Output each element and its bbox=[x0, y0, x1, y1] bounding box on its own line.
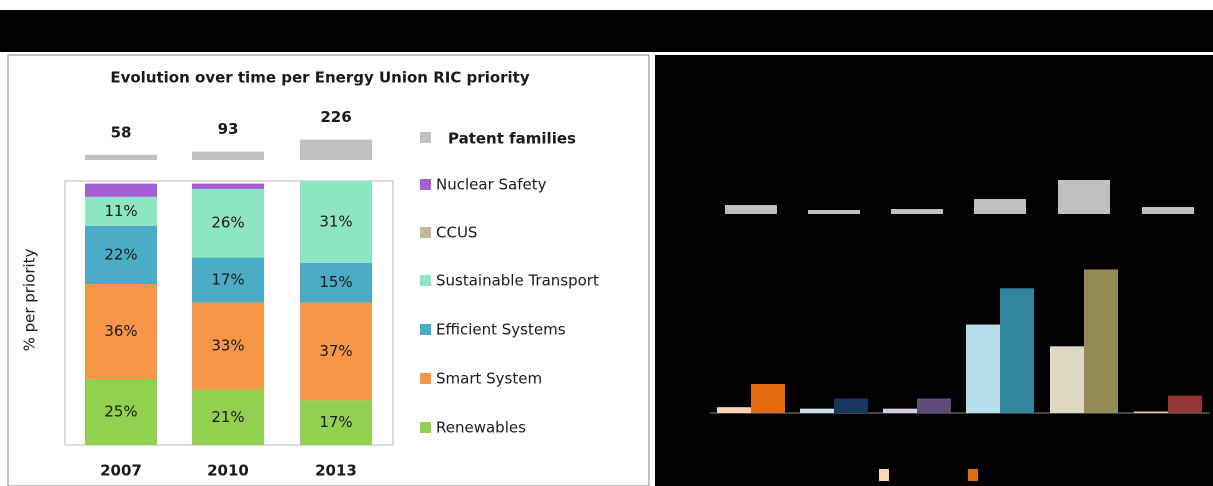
bar bbox=[1134, 411, 1168, 413]
legend-swatch bbox=[420, 422, 431, 433]
x-tick-label: 2013 bbox=[315, 462, 357, 480]
bar bbox=[883, 408, 917, 413]
legend-swatch bbox=[420, 275, 431, 286]
legend-label: Nuclear Safety bbox=[436, 176, 547, 194]
patent-bar bbox=[85, 154, 157, 160]
bar bbox=[1050, 346, 1084, 413]
legend-label: Efficient Systems bbox=[436, 321, 566, 339]
value-label: 26% bbox=[211, 214, 244, 232]
bar bbox=[751, 384, 785, 413]
patent-bar bbox=[725, 205, 777, 214]
bar-segment bbox=[192, 257, 264, 303]
bar-segment bbox=[192, 302, 264, 390]
bar-segment bbox=[300, 181, 372, 263]
legend-swatch bbox=[420, 373, 431, 384]
bar bbox=[1084, 269, 1118, 413]
bar-segment bbox=[192, 188, 264, 258]
value-label: 17% bbox=[319, 413, 352, 431]
patent-bar bbox=[808, 210, 860, 214]
bar-segment bbox=[300, 400, 372, 445]
value-label: 11% bbox=[104, 202, 137, 220]
bar bbox=[966, 324, 1000, 413]
patent-bar bbox=[974, 199, 1026, 214]
legend-label: Patent families bbox=[448, 130, 576, 148]
patent-label: 58 bbox=[111, 123, 132, 141]
legend-swatch bbox=[420, 132, 431, 143]
patent-label: 226 bbox=[320, 108, 351, 126]
legend-swatch bbox=[879, 469, 889, 481]
chart-title: Evolution over time per Energy Union RIC… bbox=[110, 69, 530, 87]
legend-label: Smart System bbox=[436, 370, 542, 388]
value-label: 22% bbox=[104, 245, 137, 263]
value-label: 21% bbox=[211, 408, 244, 426]
patent-label: 93 bbox=[218, 120, 239, 138]
bar-segment bbox=[85, 196, 157, 226]
legend-swatch bbox=[420, 179, 431, 190]
value-label: 25% bbox=[104, 403, 137, 421]
right-panel bbox=[655, 55, 1213, 486]
value-label: 37% bbox=[319, 342, 352, 360]
patent-bar bbox=[192, 151, 264, 160]
legend-swatch bbox=[968, 469, 978, 481]
bar bbox=[800, 408, 834, 413]
legend-label: CCUS bbox=[436, 224, 477, 242]
bar-segment bbox=[192, 183, 264, 189]
legend-swatch bbox=[420, 227, 431, 238]
bar-segment bbox=[300, 302, 372, 401]
x-tick-label: 2010 bbox=[207, 462, 249, 480]
value-label: 15% bbox=[319, 273, 352, 291]
bar bbox=[1168, 395, 1202, 413]
bar bbox=[917, 398, 951, 413]
value-label: 31% bbox=[319, 212, 352, 230]
legend-label: Renewables bbox=[436, 419, 526, 437]
bar bbox=[834, 398, 868, 413]
patent-bar bbox=[1058, 180, 1110, 214]
x-tick-label: 2007 bbox=[100, 462, 142, 480]
bar-segment bbox=[85, 283, 157, 379]
bar bbox=[717, 407, 751, 413]
bar bbox=[1000, 288, 1034, 413]
y-axis-label: % per priority bbox=[21, 248, 39, 351]
bar-segment bbox=[85, 379, 157, 445]
legend-swatch bbox=[420, 324, 431, 335]
value-label: 33% bbox=[211, 337, 244, 355]
bar-segment bbox=[85, 225, 157, 284]
value-label: 17% bbox=[211, 271, 244, 289]
patent-bar bbox=[891, 209, 943, 214]
bar-segment bbox=[85, 183, 157, 197]
legend-label: Sustainable Transport bbox=[436, 272, 599, 290]
patent-bar bbox=[300, 139, 372, 160]
top-bar bbox=[0, 10, 1213, 52]
bar-segment bbox=[300, 262, 372, 303]
patent-bar bbox=[1142, 207, 1194, 214]
bar-segment bbox=[192, 389, 264, 445]
value-label: 36% bbox=[104, 322, 137, 340]
